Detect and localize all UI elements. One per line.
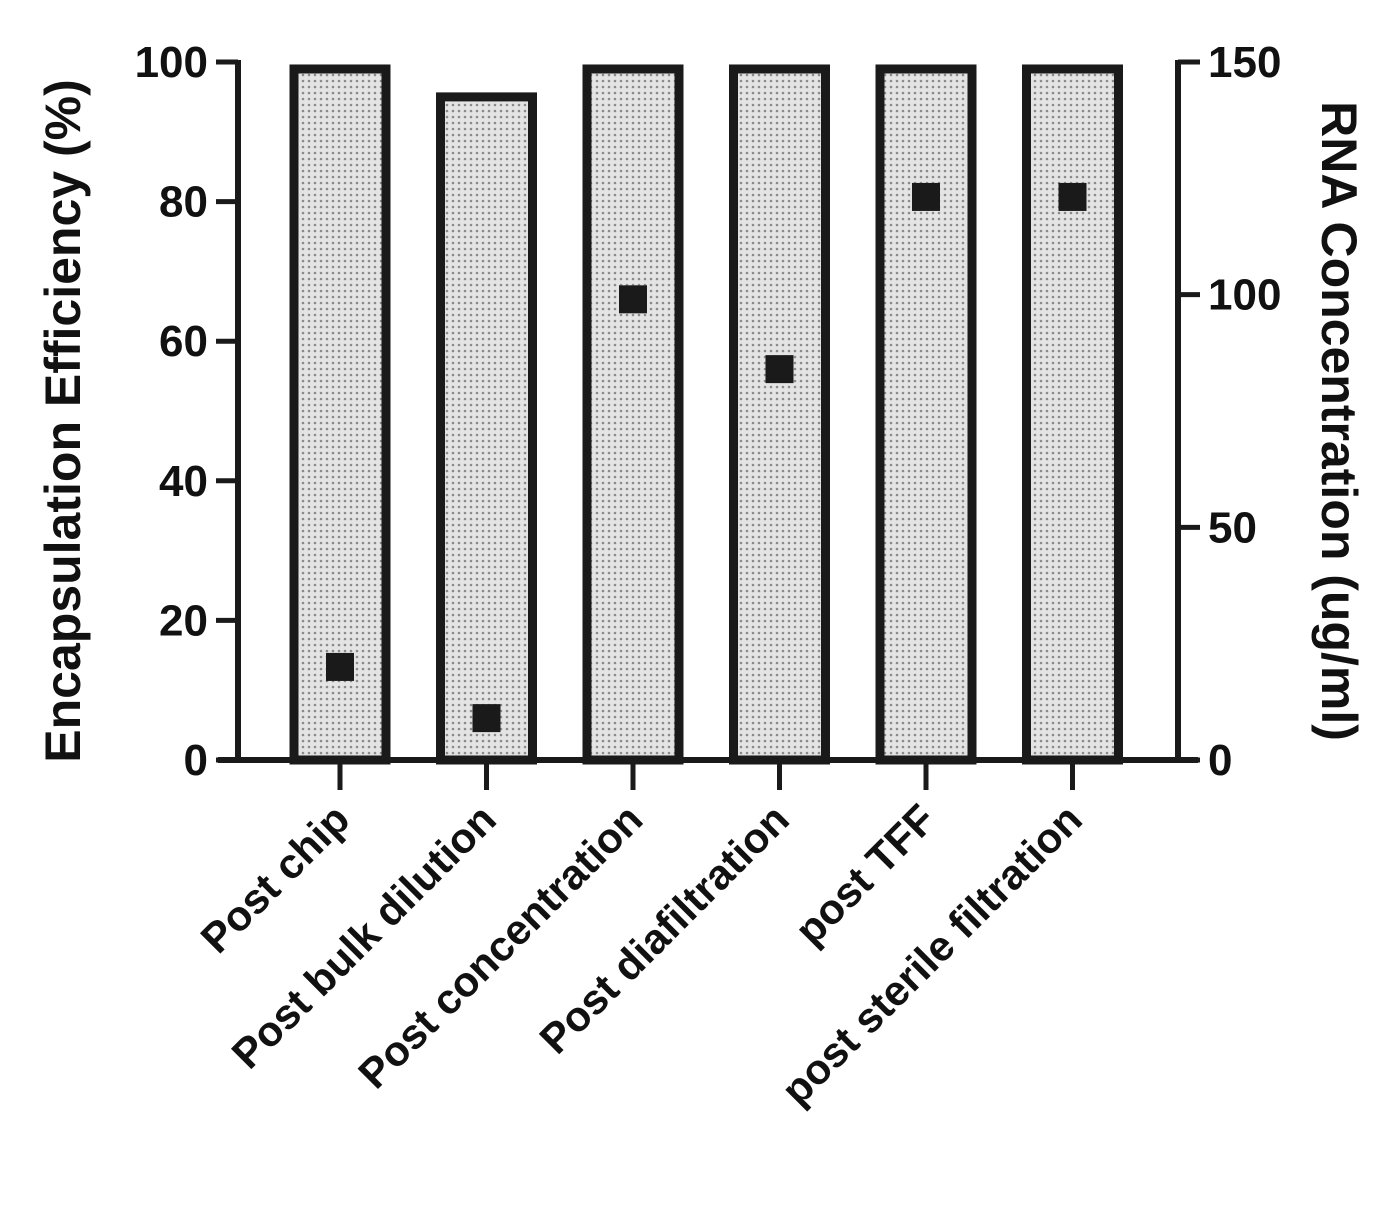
- x-tick-label-4: Post diafiltration: [530, 795, 798, 1063]
- left-y-tick-label-4: 60: [159, 317, 208, 366]
- axes-layer: [218, 60, 1198, 763]
- right-y-tick-label-3: 100: [1208, 271, 1281, 320]
- right-y-tick-label-1: 0: [1208, 736, 1232, 785]
- bar-5: [875, 64, 977, 765]
- x-tick-label-3: Post concentration: [349, 795, 651, 1097]
- bars-layer: [289, 64, 1123, 765]
- right-y-tick-label-2: 50: [1208, 503, 1257, 552]
- bar-2: [436, 92, 537, 765]
- bar-6: [1022, 64, 1123, 765]
- bar-4: [729, 64, 830, 765]
- markers-layer: [326, 182, 1087, 733]
- left-y-axis-label: Encapsulation Efficiency (%): [35, 79, 91, 762]
- marker-6: [1058, 182, 1087, 211]
- left-y-tick-label-3: 40: [159, 457, 208, 506]
- x-tick-label-2: Post bulk dilution: [223, 795, 505, 1077]
- left-y-tick-label-5: 80: [159, 178, 208, 227]
- left-y-tick-label-1: 0: [184, 736, 208, 785]
- left-y-tick-label-2: 20: [159, 596, 208, 645]
- left-y-tick-label-6: 100: [135, 38, 208, 87]
- marker-4: [765, 355, 794, 384]
- x-tick-label-6: post sterile filtration: [772, 795, 1091, 1114]
- right-y-axis-label: RNA Concentration (ug/ml): [1311, 101, 1367, 741]
- bar-3: [582, 64, 684, 765]
- right-y-tick-label-4: 150: [1208, 38, 1281, 87]
- x-tick-label-5: post TFF: [786, 795, 945, 954]
- marker-2: [472, 704, 501, 733]
- marker-3: [619, 285, 647, 314]
- marker-1: [326, 652, 354, 681]
- marker-5: [912, 182, 940, 211]
